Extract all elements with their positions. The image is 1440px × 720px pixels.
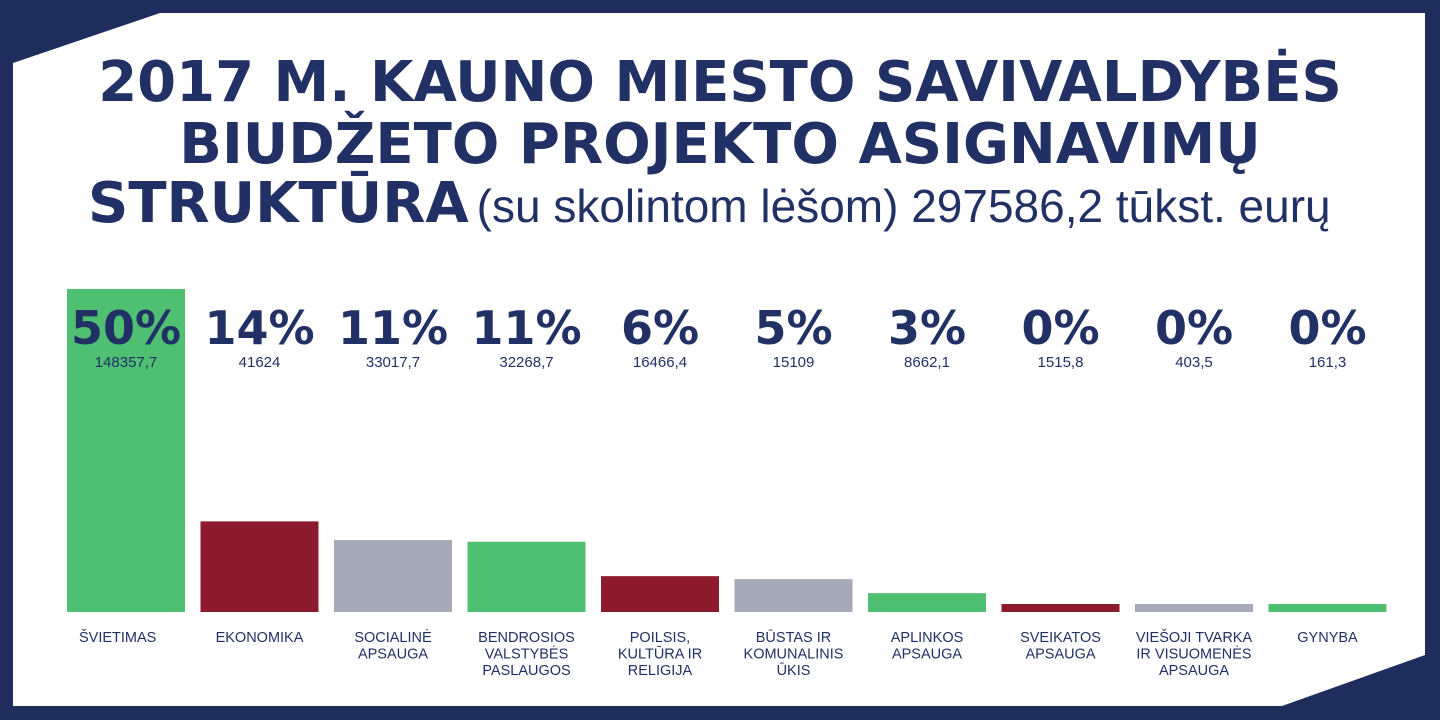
- title-subtitle: (su skolintom lėšom) 297586,2 tūkst. eur…: [476, 180, 1331, 232]
- value-label-9: 403,5: [1175, 354, 1213, 371]
- bar-5: [601, 576, 719, 612]
- bar-6: [734, 579, 853, 612]
- category-label-9-line-2: IR VISUOMENĖS: [1136, 645, 1251, 663]
- value-label-8: 1515,8: [1038, 354, 1084, 371]
- category-label-3-line-1: SOCIALINĖ: [354, 628, 432, 646]
- value-label-6: 15109: [773, 354, 815, 371]
- percent-label-6: 5%: [754, 301, 832, 355]
- bar-2: [200, 521, 319, 612]
- value-label-1: 148357,7: [95, 354, 158, 371]
- percent-label-8: 0%: [1021, 301, 1099, 355]
- value-label-2: 41624: [239, 354, 281, 371]
- category-label-9-line-3: APSAUGA: [1159, 663, 1229, 679]
- bar-1: [67, 289, 185, 612]
- category-label-4-line-1: BENDROSIOS: [478, 630, 575, 646]
- percent-label-1: 50%: [71, 301, 181, 355]
- category-label-9-line-1: VIEŠOJI TVARKA: [1136, 629, 1253, 646]
- category-label-1-line-1: ŠVIETIMAS: [79, 629, 156, 646]
- category-label-7-line-1: APLINKOS: [891, 630, 964, 646]
- category-label-2-line-1: EKONOMIKA: [216, 630, 304, 646]
- category-label-6-line-1: BŪSTAS IR: [756, 630, 831, 646]
- category-label-5-line-3: RELIGIJA: [628, 663, 693, 679]
- value-label-3: 33017,7: [366, 354, 420, 371]
- percent-label-3: 11%: [338, 301, 448, 355]
- title-line-2: BIUDŽETO PROJEKTO ASIGNAVIMŲ: [179, 112, 1261, 177]
- title-structure-word: STRUKTŪRA: [88, 171, 469, 236]
- value-label-5: 16466,4: [633, 354, 687, 371]
- bar-7: [868, 593, 986, 612]
- title-line-1: 2017 M. KAUNO MIESTO SAVIVALDYBĖS: [98, 50, 1342, 115]
- value-label-7: 8662,1: [904, 354, 950, 371]
- category-label-6-line-2: KOMUNALINIS: [744, 647, 844, 663]
- category-label-4-line-3: PASLAUGOS: [482, 663, 570, 679]
- category-label-7-line-2: APSAUGA: [892, 647, 962, 663]
- bar-9: [1135, 604, 1253, 612]
- percent-label-4: 11%: [471, 301, 581, 355]
- percent-label-2: 14%: [204, 301, 314, 355]
- category-label-4-line-2: VALSTYBĖS: [485, 645, 569, 663]
- category-label-6-line-3: ŪKIS: [777, 663, 811, 679]
- category-label-8-line-1: SVEIKATOS: [1020, 630, 1101, 646]
- percent-label-7: 3%: [888, 301, 966, 355]
- bar-8: [1001, 604, 1120, 612]
- category-label-5-line-1: POILSIS,: [630, 630, 690, 646]
- bar-10: [1268, 604, 1387, 612]
- percent-label-9: 0%: [1155, 301, 1233, 355]
- percent-label-5: 6%: [621, 301, 699, 355]
- bar-3: [334, 540, 452, 612]
- category-label-3-line-2: APSAUGA: [358, 647, 428, 663]
- bar-4: [467, 541, 586, 612]
- value-label-10: 161,3: [1309, 354, 1347, 371]
- title-line-3: STRUKTŪRA (su skolintom lėšom) 297586,2 t…: [88, 174, 1331, 236]
- category-label-5-line-2: KULTŪRA IR: [618, 647, 702, 663]
- value-label-4: 32268,7: [499, 354, 553, 371]
- category-label-8-line-2: APSAUGA: [1025, 647, 1095, 663]
- white-panel: [13, 13, 1425, 706]
- category-label-10-line-1: GYNYBA: [1297, 630, 1358, 646]
- percent-label-10: 0%: [1288, 301, 1366, 355]
